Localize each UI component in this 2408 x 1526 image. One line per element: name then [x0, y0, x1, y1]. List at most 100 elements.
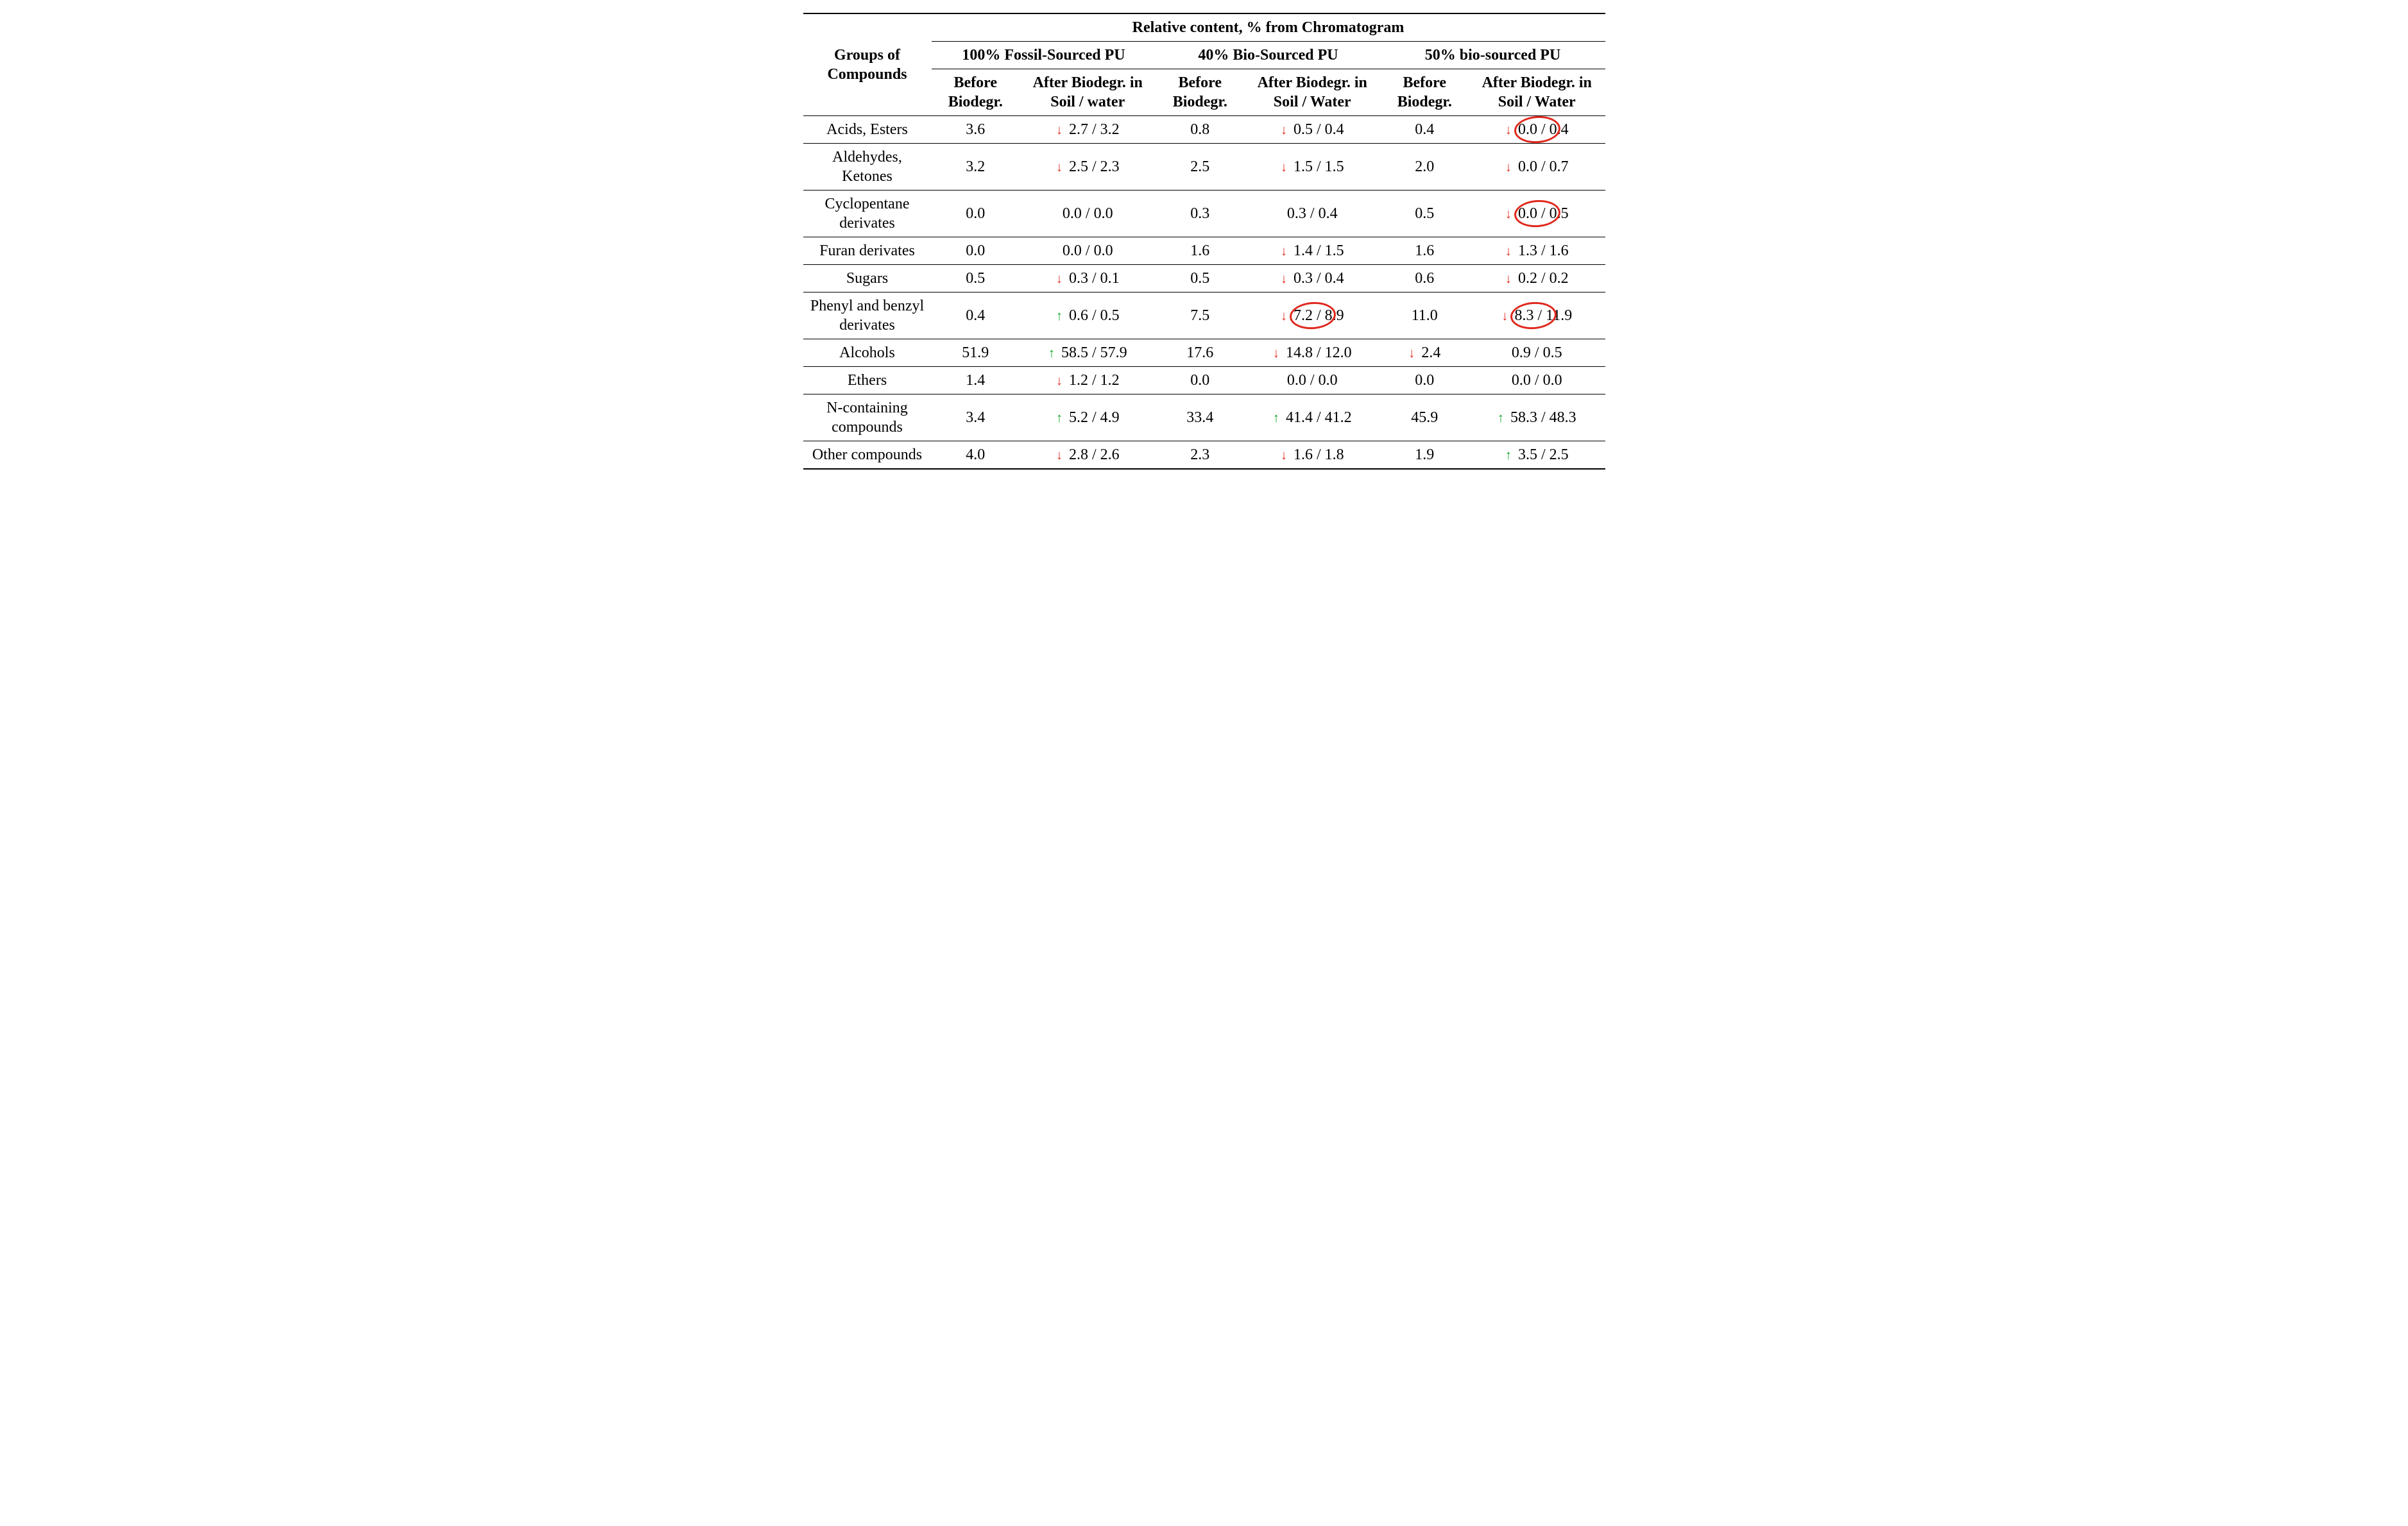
cell-value: 1.4 / 1.5	[1294, 241, 1344, 260]
data-cell: ↑ 58.3 / 48.3	[1469, 394, 1605, 441]
arrow-down-icon: ↓	[1056, 161, 1063, 174]
data-cell: 1.4	[932, 367, 1020, 394]
table-row: Ethers1.4↓ 1.2 / 1.20.00.0 / 0.00.00.0 /…	[803, 367, 1605, 394]
data-cell: 1.6	[1381, 237, 1469, 265]
group-header-1: 100% Fossil-Sourced PU	[932, 42, 1156, 69]
data-cell: 0.4	[932, 292, 1020, 339]
cell-value: 1.6 / 1.8	[1294, 445, 1344, 464]
data-cell: ↓ 2.5 / 2.3	[1020, 144, 1156, 191]
arrow-up-icon: ↑	[1505, 449, 1512, 462]
row-label: Alcohols	[803, 339, 932, 367]
arrow-down-icon: ↓	[1056, 124, 1063, 137]
sub-after-1: After Biodegr. in Soil / water	[1020, 69, 1156, 116]
data-cell: ↓ 0.2 / 0.2	[1469, 265, 1605, 292]
data-cell: 0.0	[1156, 367, 1245, 394]
data-cell: ↓ 1.4 / 1.5	[1244, 237, 1381, 265]
data-cell: ↓ 0.0 / 0.4	[1469, 116, 1605, 144]
cell-value: 0.2 / 0.2	[1518, 269, 1569, 288]
arrow-down-icon: ↓	[1505, 161, 1512, 174]
arrow-down-icon: ↓	[1408, 347, 1415, 360]
arrow-down-icon: ↓	[1281, 449, 1287, 462]
cell-value: 0.0 / 0.0	[1512, 371, 1562, 390]
arrow-up-icon: ↑	[1048, 347, 1055, 360]
cell-value: 0.0	[966, 241, 985, 260]
row-label: Acids, Esters	[803, 116, 932, 144]
cell-value: 0.0 / 0.0	[1063, 204, 1113, 223]
table-row: Aldehydes, Ketones3.2↓ 2.5 / 2.32.5↓ 1.5…	[803, 144, 1605, 191]
data-cell: 3.4	[932, 394, 1020, 441]
highlight-circle	[1514, 115, 1562, 145]
arrow-up-icon: ↑	[1273, 412, 1279, 425]
cell-value: 2.8 / 2.6	[1069, 445, 1120, 464]
data-cell: ↓ 0.5 / 0.4	[1244, 116, 1381, 144]
sub-after-2: After Biodegr. in Soil / Water	[1244, 69, 1381, 116]
cell-value: 58.5 / 57.9	[1061, 343, 1127, 362]
table-row: Other compounds4.0↓ 2.8 / 2.62.3↓ 1.6 / …	[803, 441, 1605, 470]
arrow-down-icon: ↓	[1281, 310, 1287, 323]
cell-value: 1.9	[1415, 445, 1434, 464]
data-cell: 0.8	[1156, 116, 1245, 144]
data-cell: ↑ 58.5 / 57.9	[1020, 339, 1156, 367]
highlight-circle	[1289, 301, 1337, 331]
data-cell: 0.0 / 0.0	[1469, 367, 1605, 394]
arrow-up-icon: ↑	[1056, 310, 1063, 323]
data-cell: 7.5	[1156, 292, 1245, 339]
arrow-down-icon: ↓	[1281, 273, 1287, 285]
cell-value: 1.4	[966, 371, 985, 390]
data-cell: ↓ 8.3 / 11.9	[1469, 292, 1605, 339]
cell-value: 11.0	[1412, 306, 1438, 325]
arrow-down-icon: ↓	[1505, 208, 1512, 221]
data-cell: 3.6	[932, 116, 1020, 144]
data-cell: ↑ 0.6 / 0.5	[1020, 292, 1156, 339]
data-cell: 0.3	[1156, 191, 1245, 237]
cell-value: 4.0	[966, 445, 985, 464]
cell-value: 1.5 / 1.5	[1294, 157, 1344, 176]
group-header-3: 50% bio-sourced PU	[1381, 42, 1605, 69]
data-cell: 17.6	[1156, 339, 1245, 367]
cell-value: 45.9	[1411, 408, 1438, 427]
row-label: Aldehydes, Ketones	[803, 144, 932, 191]
data-cell: 0.0	[1381, 367, 1469, 394]
data-cell: ↓ 0.3 / 0.4	[1244, 265, 1381, 292]
arrow-down-icon: ↓	[1505, 273, 1512, 285]
cell-value: 0.3 / 0.1	[1069, 269, 1120, 288]
cell-value: 0.3	[1190, 204, 1209, 223]
data-cell: 45.9	[1381, 394, 1469, 441]
cell-value: 7.2 / 8.9	[1294, 306, 1344, 325]
data-cell: 33.4	[1156, 394, 1245, 441]
cell-value: 0.8	[1190, 120, 1209, 139]
data-cell: 0.0 / 0.0	[1244, 367, 1381, 394]
data-cell: 0.5	[1156, 265, 1245, 292]
cell-value: 3.2	[966, 157, 985, 176]
cell-value: 1.6	[1190, 241, 1209, 260]
arrow-down-icon: ↓	[1056, 375, 1063, 387]
data-cell: 0.3 / 0.4	[1244, 191, 1381, 237]
cell-value: 0.6 / 0.5	[1069, 306, 1120, 325]
cell-value: 3.6	[966, 120, 985, 139]
group-header-2: 40% Bio-Sourced PU	[1156, 42, 1381, 69]
cell-value: 2.5 / 2.3	[1069, 157, 1120, 176]
arrow-up-icon: ↑	[1056, 412, 1063, 425]
data-cell: ↓ 2.4	[1381, 339, 1469, 367]
cell-value: 0.6	[1415, 269, 1434, 288]
data-cell: ↓ 1.2 / 1.2	[1020, 367, 1156, 394]
row-label: Phenyl and benzyl derivates	[803, 292, 932, 339]
data-cell: ↑ 3.5 / 2.5	[1469, 441, 1605, 470]
cell-value: 0.0 / 0.5	[1518, 204, 1569, 223]
sub-after-3: After Biodegr. in Soil / Water	[1469, 69, 1605, 116]
table-row: Cyclopentane derivates0.00.0 / 0.00.30.3…	[803, 191, 1605, 237]
data-cell: ↓ 1.6 / 1.8	[1244, 441, 1381, 470]
cell-value: 5.2 / 4.9	[1069, 408, 1120, 427]
cell-value: 0.0 / 0.0	[1287, 371, 1338, 390]
data-cell: ↓ 2.8 / 2.6	[1020, 441, 1156, 470]
row-label: Ethers	[803, 367, 932, 394]
data-cell: ↓ 7.2 / 8.9	[1244, 292, 1381, 339]
cell-value: 0.0	[966, 204, 985, 223]
data-cell: 2.3	[1156, 441, 1245, 470]
cell-value: 0.5	[1190, 269, 1209, 288]
cell-value: 2.7 / 3.2	[1069, 120, 1120, 139]
data-cell: 2.5	[1156, 144, 1245, 191]
table-body: Acids, Esters 3.6 ↓ 2.7 / 3.2 0.8 ↓ 0.5 / 0.…	[803, 116, 1605, 470]
arrow-down-icon: ↓	[1501, 310, 1508, 323]
data-cell: 0.0 / 0.0	[1020, 237, 1156, 265]
